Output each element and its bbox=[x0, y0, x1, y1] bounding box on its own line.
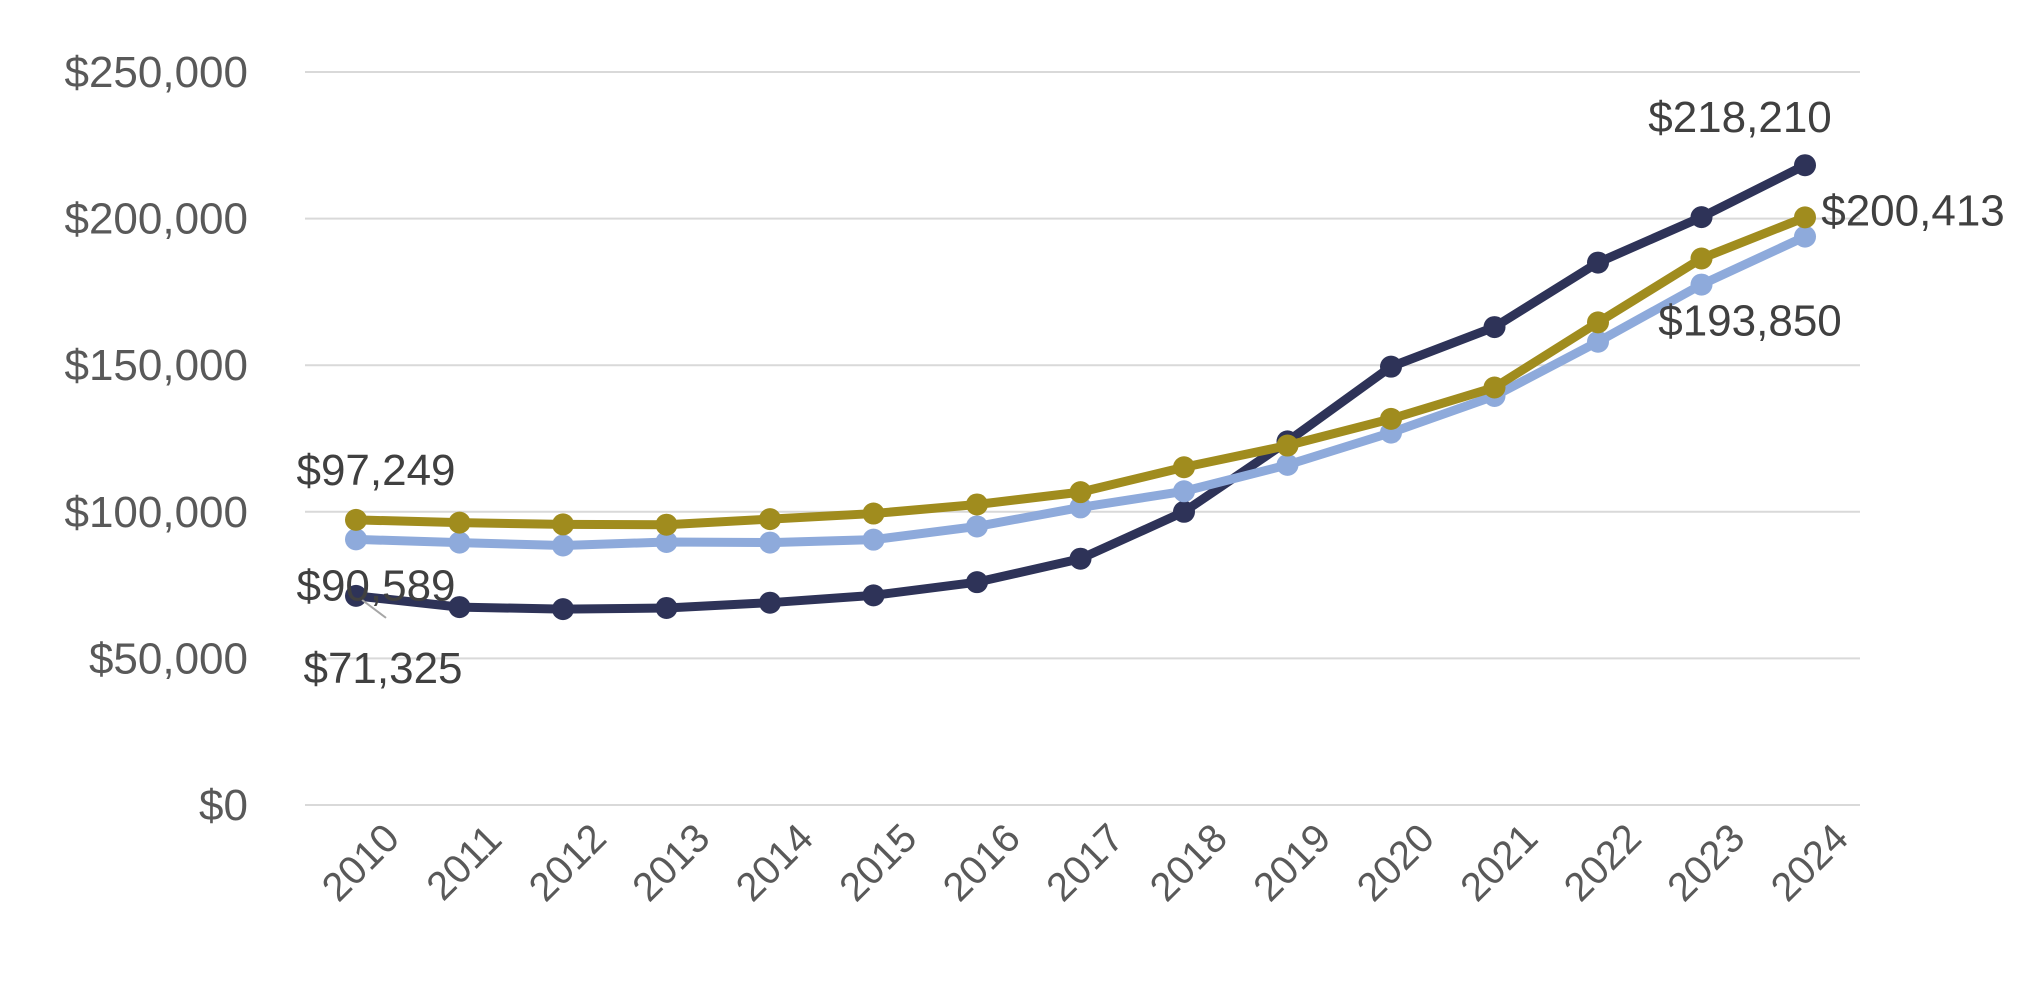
data-point bbox=[1794, 206, 1816, 229]
data-point bbox=[1587, 330, 1609, 353]
data-point bbox=[345, 528, 367, 551]
data-point bbox=[655, 530, 678, 553]
data-point bbox=[448, 596, 471, 619]
x-tick-label: 2018 bbox=[1142, 816, 1236, 910]
x-tick-label: 2024 bbox=[1763, 816, 1857, 910]
data-point bbox=[1587, 311, 1609, 334]
x-tick-label: 2010 bbox=[314, 816, 408, 910]
data-point bbox=[552, 534, 574, 557]
y-tick-label: $200,000 bbox=[64, 195, 248, 244]
data-point bbox=[1483, 316, 1506, 339]
x-tick-label: 2013 bbox=[624, 816, 718, 910]
data-point bbox=[1069, 496, 1092, 519]
data-point bbox=[1690, 206, 1713, 229]
data-point bbox=[1794, 154, 1816, 177]
data-point bbox=[1276, 453, 1299, 476]
data-point bbox=[552, 513, 574, 536]
data-point bbox=[862, 528, 885, 551]
data-point bbox=[345, 584, 367, 607]
series-0 bbox=[345, 154, 1816, 621]
data-label: $97,249 bbox=[296, 446, 455, 495]
x-axis-tick-labels: 2010 2011 2012 2013 2014 2015 2016 2017 2018 2019… bbox=[314, 816, 1857, 910]
data-point bbox=[966, 493, 988, 516]
x-tick-label: 2011 bbox=[418, 817, 510, 909]
data-point bbox=[759, 591, 781, 614]
x-tick-label: 2014 bbox=[728, 816, 822, 910]
data-point bbox=[655, 596, 678, 619]
data-point bbox=[862, 502, 885, 525]
data-point bbox=[1069, 481, 1092, 504]
data-label: $218,210 bbox=[1648, 93, 1832, 142]
data-point bbox=[966, 515, 988, 538]
data-point bbox=[1173, 456, 1195, 479]
x-tick-label: 2019 bbox=[1245, 816, 1339, 910]
y-axis-tick-labels: $0 $50,000 $100,000 $150,000 $200,000 $250,00… bbox=[64, 48, 248, 830]
data-point bbox=[1276, 434, 1299, 457]
data-point bbox=[1380, 407, 1402, 430]
data-point bbox=[1690, 247, 1713, 270]
data-point bbox=[759, 531, 781, 554]
data-label: $200,413 bbox=[1821, 186, 2005, 235]
data-point bbox=[1794, 225, 1816, 248]
data-label: $71,325 bbox=[303, 644, 462, 693]
x-tick-label: 2023 bbox=[1659, 816, 1753, 910]
data-point bbox=[448, 531, 471, 554]
y-tick-label: $150,000 bbox=[64, 341, 248, 390]
x-tick-label: 2012 bbox=[521, 816, 615, 910]
x-tick-label: 2015 bbox=[831, 816, 925, 910]
label-leader-line bbox=[361, 599, 387, 619]
data-point bbox=[1380, 355, 1402, 378]
data-point bbox=[345, 508, 367, 531]
data-point bbox=[1690, 273, 1713, 296]
data-point bbox=[1483, 376, 1506, 399]
data-point bbox=[862, 584, 885, 607]
data-point bbox=[448, 511, 471, 534]
series-1 bbox=[345, 225, 1816, 557]
series-2 bbox=[345, 206, 1816, 536]
data-point bbox=[759, 508, 781, 531]
x-tick-label: 2016 bbox=[935, 816, 1029, 910]
data-label: $90,589 bbox=[296, 561, 455, 610]
data-point bbox=[552, 598, 574, 621]
data-point bbox=[655, 513, 678, 536]
data-point bbox=[1587, 251, 1609, 274]
gridlines bbox=[305, 71, 1860, 806]
x-tick-label: 2022 bbox=[1556, 816, 1650, 910]
y-tick-label: $100,000 bbox=[64, 488, 248, 537]
data-point bbox=[1173, 480, 1195, 503]
data-point bbox=[1069, 547, 1092, 570]
x-tick-label: 2020 bbox=[1349, 816, 1443, 910]
data-labels: $71,325 $218,210 $90,589 $193,850 $97,249 $20… bbox=[296, 93, 2004, 693]
data-point bbox=[1173, 500, 1195, 523]
y-tick-label: $50,000 bbox=[89, 634, 248, 683]
y-tick-label: $250,000 bbox=[64, 48, 248, 97]
data-label: $193,850 bbox=[1658, 297, 1842, 346]
x-tick-label: 2021 bbox=[1452, 816, 1546, 910]
series-lines bbox=[345, 154, 1816, 621]
x-tick-label: 2017 bbox=[1038, 816, 1132, 910]
y-tick-label: $0 bbox=[199, 781, 248, 830]
data-point bbox=[966, 571, 988, 594]
